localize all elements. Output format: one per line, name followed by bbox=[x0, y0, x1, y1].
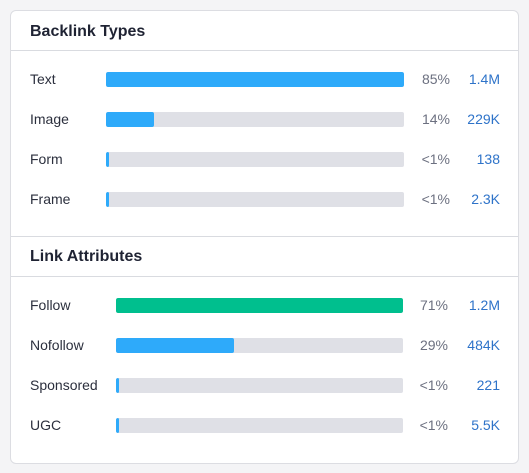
row-percent: 85% bbox=[421, 71, 450, 87]
link-attribute-row-follow: Follow 71% 1.2M bbox=[11, 295, 518, 315]
row-label: Sponsored bbox=[30, 377, 98, 393]
row-percent: <1% bbox=[421, 151, 450, 167]
link-attributes-title: Link Attributes bbox=[30, 248, 143, 265]
progress-fill bbox=[106, 152, 109, 167]
progress-track bbox=[106, 192, 404, 207]
progress-fill bbox=[106, 72, 404, 87]
row-label: Frame bbox=[30, 191, 71, 207]
backlink-overview-card: Backlink Types Text 85% 1.4M Image 14% 2… bbox=[10, 10, 519, 464]
row-count-link[interactable]: 1.2M bbox=[468, 297, 500, 313]
progress-fill bbox=[106, 112, 154, 127]
row-label: Text bbox=[30, 71, 56, 87]
row-count-link[interactable]: 221 bbox=[476, 377, 500, 393]
row-percent: 29% bbox=[419, 337, 448, 353]
progress-fill bbox=[116, 338, 234, 353]
progress-fill bbox=[116, 378, 119, 393]
progress-fill bbox=[106, 192, 109, 207]
row-count-link[interactable]: 1.4M bbox=[468, 71, 500, 87]
row-percent: 14% bbox=[421, 111, 450, 127]
backlink-types-divider bbox=[11, 50, 518, 51]
row-label: Nofollow bbox=[30, 337, 84, 353]
backlink-type-row-frame: Frame <1% 2.3K bbox=[11, 189, 518, 209]
section-divider bbox=[11, 236, 518, 237]
row-count-link[interactable]: 2.3K bbox=[471, 191, 500, 207]
row-percent: <1% bbox=[419, 417, 448, 433]
link-attribute-row-ugc: UGC <1% 5.5K bbox=[11, 415, 518, 435]
row-label: Form bbox=[30, 151, 63, 167]
progress-track bbox=[116, 418, 403, 433]
backlink-type-row-form: Form <1% 138 bbox=[11, 149, 518, 169]
link-attributes-divider bbox=[11, 276, 518, 277]
row-count-link[interactable]: 484K bbox=[467, 337, 500, 353]
row-count-link[interactable]: 5.5K bbox=[471, 417, 500, 433]
link-attribute-row-nofollow: Nofollow 29% 484K bbox=[11, 335, 518, 355]
row-percent: 71% bbox=[419, 297, 448, 313]
row-percent: <1% bbox=[421, 191, 450, 207]
row-label: UGC bbox=[30, 417, 62, 433]
progress-fill bbox=[116, 298, 403, 313]
progress-track bbox=[116, 338, 403, 353]
progress-fill bbox=[116, 418, 119, 433]
backlink-types-title: Backlink Types bbox=[30, 23, 146, 40]
row-count-link[interactable]: 229K bbox=[467, 111, 500, 127]
row-label: Image bbox=[30, 111, 69, 127]
backlink-type-row-image: Image 14% 229K bbox=[11, 109, 518, 129]
progress-track bbox=[106, 152, 404, 167]
progress-track bbox=[116, 298, 403, 313]
row-label: Follow bbox=[30, 297, 71, 313]
link-attribute-row-sponsored: Sponsored <1% 221 bbox=[11, 375, 518, 395]
progress-track bbox=[106, 72, 404, 87]
row-count-link[interactable]: 138 bbox=[476, 151, 500, 167]
row-percent: <1% bbox=[419, 377, 448, 393]
progress-track bbox=[106, 112, 404, 127]
backlink-type-row-text: Text 85% 1.4M bbox=[11, 69, 518, 89]
progress-track bbox=[116, 378, 403, 393]
